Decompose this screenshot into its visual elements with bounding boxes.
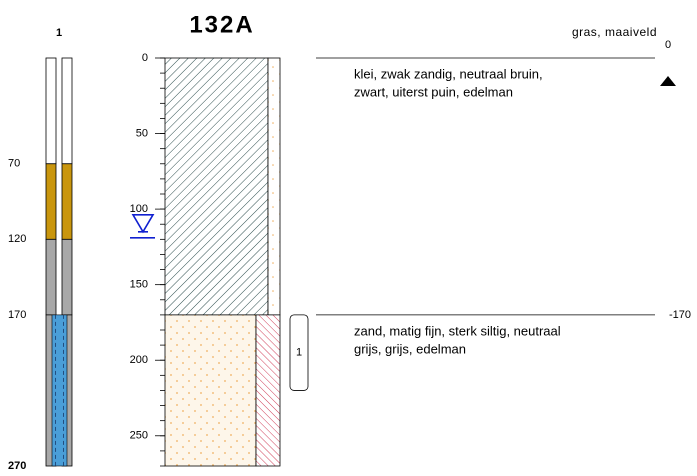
borehole-id: 132A (189, 11, 254, 38)
well-section (45, 163, 57, 240)
well-depth-label: 120 (8, 233, 26, 245)
well-filter (51, 314, 68, 467)
depth-tick-label: 150 (130, 279, 148, 291)
layer (164, 57, 269, 316)
layer-description: zand, matig fijn, sterk siltig, neutraal (354, 323, 561, 338)
surface-label: gras, maaiveld (572, 25, 657, 39)
sample-label: 1 (296, 347, 302, 359)
depth-tick-label: 100 (130, 203, 148, 215)
well-section (45, 57, 57, 165)
level-label: -170 (669, 309, 691, 321)
depth-tick-label: 50 (136, 127, 148, 139)
surface-marker (660, 76, 676, 86)
layer-description: klei, zwak zandig, neutraal bruin, (354, 66, 543, 81)
well-depth-label: 270 (8, 460, 26, 471)
well-section (61, 238, 73, 316)
well-depth-label: 70 (8, 158, 20, 170)
depth-tick-label: 200 (130, 354, 148, 366)
well-depth-label: 170 (8, 309, 26, 321)
depth-tick-label: 0 (142, 52, 148, 64)
level-label: 0 (665, 39, 671, 51)
layer-description: zwart, uiterst puin, edelman (354, 84, 513, 99)
well-section (45, 238, 57, 316)
water-level (130, 214, 155, 239)
layer (164, 314, 257, 467)
depth-tick-label: 250 (130, 430, 148, 442)
well-section (61, 163, 73, 240)
sample (289, 314, 309, 391)
well-label: 1 (56, 27, 62, 39)
layer-description: grijs, grijs, edelman (354, 341, 466, 356)
layer-admixture (255, 314, 281, 467)
well-section (61, 57, 73, 165)
layer-admixture (267, 57, 281, 316)
